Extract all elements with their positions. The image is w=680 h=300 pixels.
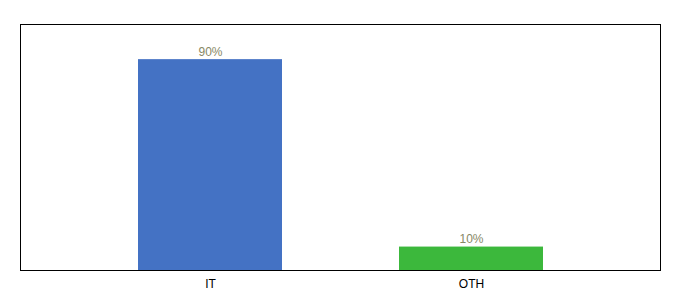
svg-text:IT: IT: [205, 277, 216, 291]
svg-text:90%: 90%: [198, 45, 222, 59]
svg-text:OTH: OTH: [459, 277, 484, 291]
svg-text:10%: 10%: [459, 232, 483, 246]
